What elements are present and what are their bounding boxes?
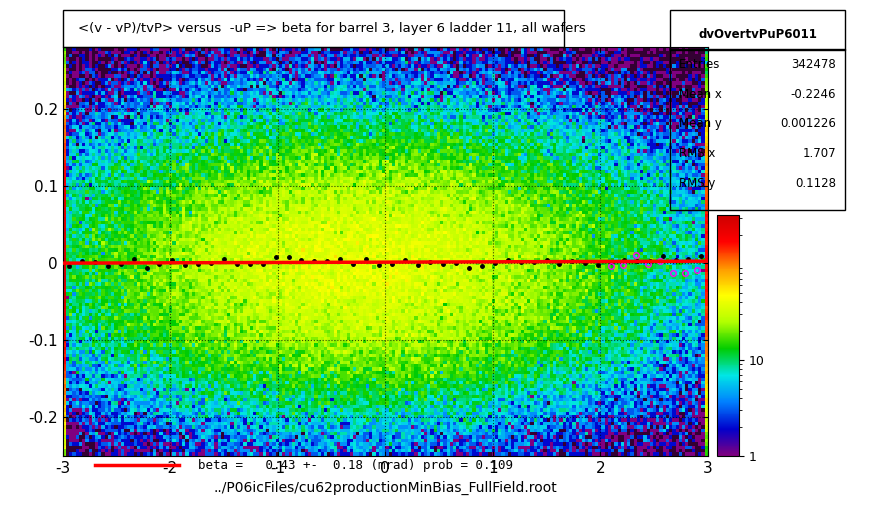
Bar [670, 49, 845, 50]
Text: Entries: Entries [679, 58, 720, 71]
Text: 0.001226: 0.001226 [780, 117, 836, 130]
Text: -0.2246: -0.2246 [790, 88, 836, 101]
Text: dvOvertvPuP6011: dvOvertvPuP6011 [698, 28, 817, 41]
Text: RMS y: RMS y [679, 177, 715, 190]
Text: beta =   0.43 +-  0.18 (mrad) prob = 0.109: beta = 0.43 +- 0.18 (mrad) prob = 0.109 [198, 458, 513, 472]
Text: 0.1128: 0.1128 [795, 177, 836, 190]
Text: 342478: 342478 [791, 58, 836, 71]
X-axis label: ../P06icFiles/cu62productionMinBias_FullField.root: ../P06icFiles/cu62productionMinBias_Full… [213, 482, 557, 495]
Text: Mean x: Mean x [679, 88, 722, 101]
Text: RMS x: RMS x [679, 147, 715, 160]
Text: Mean y: Mean y [679, 117, 722, 130]
Text: <(v - vP)/tvP> versus  -uP => beta for barrel 3, layer 6 ladder 11, all wafers: <(v - vP)/tvP> versus -uP => beta for ba… [78, 23, 585, 35]
Text: 1.707: 1.707 [803, 147, 836, 160]
